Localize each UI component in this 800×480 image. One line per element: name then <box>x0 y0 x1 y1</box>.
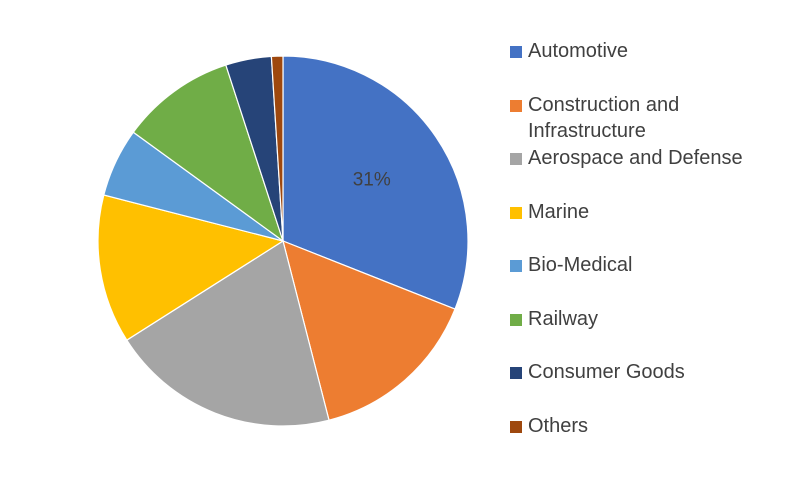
legend-swatch-consumer-goods <box>510 367 522 379</box>
legend-label: Bio-Medical <box>528 254 633 276</box>
legend-swatch-automotive <box>510 46 522 58</box>
pie-slice-railway <box>132 64 285 243</box>
legend-swatch-bio-medical <box>510 260 522 272</box>
legend-item-automotive: Automotive <box>510 38 795 92</box>
legend-item-aerospace: Aerospace and Defense <box>510 145 795 199</box>
legend-item-consumer-goods: Consumer Goods <box>510 359 795 413</box>
pie-slice-marine <box>97 194 285 341</box>
legend-item-marine: Marine <box>510 199 795 253</box>
pie-slice-aerospace-and-defense <box>125 240 330 427</box>
data-label-automotive: 31% <box>353 170 391 191</box>
legend-swatch-others <box>510 420 522 433</box>
legend-label: Railway <box>528 307 599 330</box>
legend-swatch-construction <box>510 99 522 112</box>
pie-slice-others <box>270 55 284 242</box>
legend-label: Others <box>528 414 589 437</box>
legend-item-construction: Construction and Infrastructure <box>510 92 795 146</box>
legend-label: Consumer Goods <box>528 361 685 383</box>
pie-slices <box>97 55 469 427</box>
legend-swatch-marine <box>510 206 522 219</box>
legend-item-railway: Railway <box>510 306 795 360</box>
pie-slice-automotive <box>282 55 469 310</box>
legend-swatch-aerospace <box>510 153 522 165</box>
legend-label: Automotive <box>528 40 629 62</box>
pie-data-labels: 31% <box>353 170 391 191</box>
chart-legend: Automotive Construction and Infrastructu… <box>510 38 795 466</box>
legend-item-bio-medical: Bio-Medical <box>510 252 795 306</box>
legend-label: Marine <box>528 200 590 223</box>
legend-label: Aerospace and Defense <box>528 147 743 169</box>
legend-label: Construction and Infrastructure <box>528 93 680 142</box>
legend-item-others: Others <box>510 413 795 467</box>
legend-swatch-railway <box>510 313 522 326</box>
pie-slice-construction-and-infrastructure <box>282 240 456 421</box>
